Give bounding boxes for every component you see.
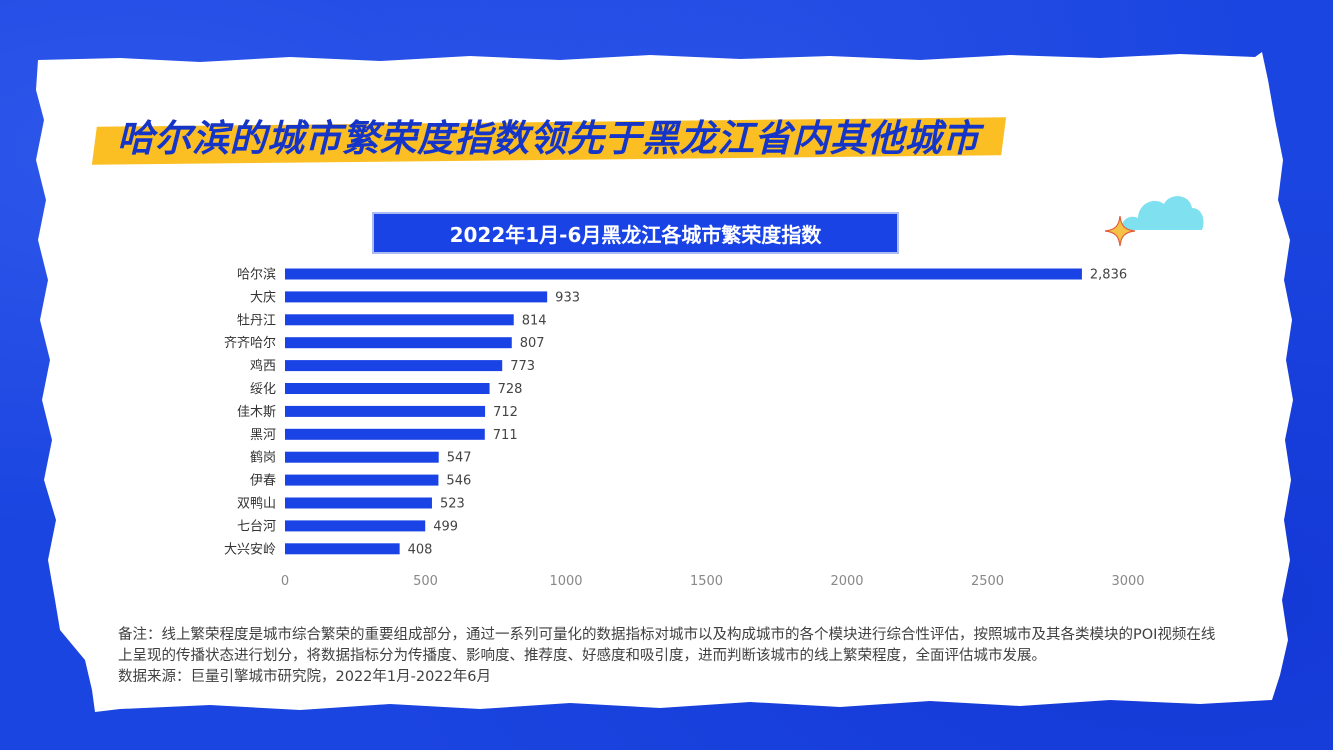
x-tick-label: 3000 [1111, 574, 1144, 589]
bar [285, 337, 512, 349]
value-label: 933 [555, 290, 580, 305]
category-label: 双鸭山 [237, 497, 276, 512]
category-label: 佳木斯 [237, 405, 276, 420]
category-label: 伊春 [250, 474, 276, 489]
bar [285, 360, 503, 372]
page-title-block: 哈尔滨的城市繁荣度指数领先于黑龙江省内其他城市 [91, 108, 1015, 168]
category-label: 齐齐哈尔 [224, 335, 276, 351]
bar [285, 428, 485, 440]
x-tick-label: 1500 [690, 574, 723, 589]
x-tick-label: 2000 [830, 574, 863, 589]
bar [285, 520, 426, 532]
category-label: 七台河 [237, 519, 276, 534]
x-tick-label: 1000 [549, 574, 582, 589]
category-label: 牡丹江 [237, 313, 276, 328]
bar [285, 405, 486, 417]
value-label: 711 [493, 428, 518, 443]
category-label: 鹤岗 [250, 450, 276, 466]
category-label: 大庆 [250, 290, 276, 305]
bar [285, 314, 514, 326]
bar [285, 291, 548, 303]
value-label: 546 [446, 474, 471, 489]
value-label: 2,836 [1090, 268, 1127, 283]
footnote: 备注：线上繁荣程度是城市综合繁荣的重要组成部分，通过一系列可量化的数据指标对城市… [118, 625, 1228, 688]
value-label: 523 [440, 497, 465, 512]
value-label: 773 [510, 359, 535, 374]
x-tick-label: 0 [281, 574, 289, 589]
category-label: 黑河 [250, 428, 276, 443]
cloud-icon [1121, 196, 1204, 230]
bar [285, 497, 432, 509]
x-tick-label: 500 [413, 574, 438, 589]
category-label: 哈尔滨 [237, 267, 276, 283]
bar [285, 268, 1082, 280]
note-text: 备注：线上繁荣程度是城市综合繁荣的重要组成部分，通过一系列可量化的数据指标对城市… [118, 627, 1216, 664]
sparkle-icon [1104, 215, 1136, 247]
bar [285, 383, 490, 394]
category-label: 鸡西 [250, 358, 276, 374]
value-label: 547 [447, 451, 472, 466]
x-tick-label: 2500 [971, 574, 1004, 589]
value-label: 814 [522, 313, 547, 328]
chart-title: 2022年1月-6月黑龙江各城市繁荣度指数 [374, 214, 897, 252]
category-label: 大兴安岭 [224, 542, 276, 557]
value-label: 807 [520, 336, 545, 351]
source-text: 数据来源：巨量引擎城市研究院，2022年1月-2022年6月 [118, 669, 491, 685]
bar [285, 543, 400, 555]
value-label: 712 [493, 405, 518, 420]
bar [285, 451, 439, 463]
page-title: 哈尔滨的城市繁荣度指数领先于黑龙江省内其他城市 [117, 117, 980, 160]
value-label: 728 [498, 382, 523, 397]
bar [285, 474, 439, 486]
value-label: 408 [408, 542, 433, 557]
category-label: 绥化 [250, 382, 276, 397]
value-label: 499 [433, 519, 458, 534]
